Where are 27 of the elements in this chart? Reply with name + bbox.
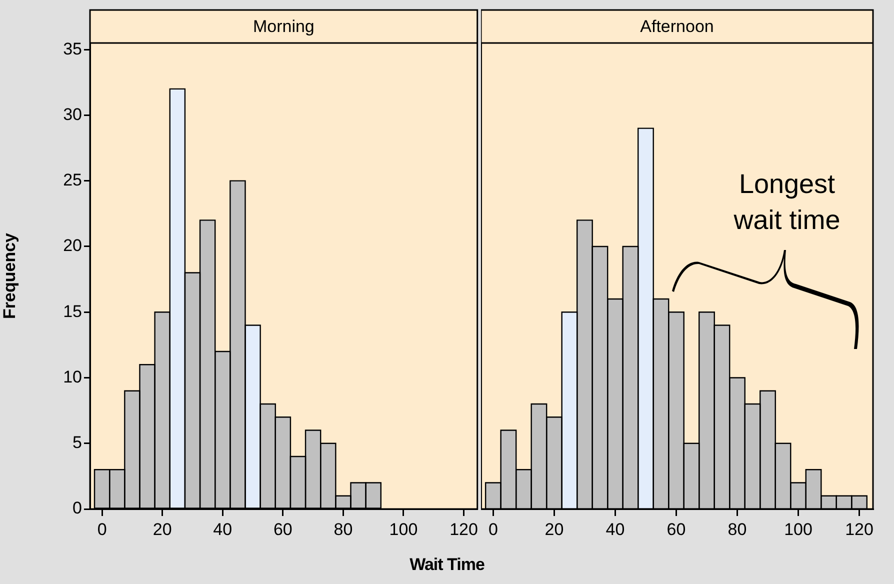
- y-tick-label: 20: [63, 236, 82, 256]
- x-axis-title: Wait Time: [408, 555, 486, 575]
- y-tick-label: 30: [63, 104, 82, 124]
- x-tick-label: 100: [389, 520, 418, 539]
- x-tick-label: 120: [845, 520, 874, 539]
- chart-title: Afternoon: [640, 17, 714, 36]
- annotation: Longest wait time: [732, 168, 842, 237]
- y-axis-title: Frequency: [0, 232, 19, 319]
- x-tick-label: 60: [273, 520, 292, 539]
- x-tick-label: 80: [334, 520, 353, 539]
- x-tick-label: 20: [544, 520, 564, 539]
- x-tick-label: 0: [97, 520, 107, 539]
- x-tick-label: 40: [213, 520, 232, 539]
- y-tick-label: 10: [63, 367, 82, 386]
- x-tick-label: 100: [784, 520, 812, 539]
- x-tick-label: 120: [450, 520, 478, 539]
- y-tick-label: 35: [63, 39, 82, 58]
- x-tick-label: 40: [606, 520, 625, 539]
- chart-title: Morning: [252, 17, 314, 36]
- x-tick-label: 80: [728, 520, 747, 539]
- x-tick-label: 0: [488, 520, 498, 539]
- x-tick-label: 60: [666, 520, 686, 539]
- x-tick-label: 20: [152, 520, 172, 539]
- y-tick-label: 25: [63, 170, 82, 190]
- y-tick-label: 0: [72, 498, 82, 518]
- y-tick-label: 5: [72, 433, 82, 452]
- y-tick-label: 15: [63, 302, 82, 321]
